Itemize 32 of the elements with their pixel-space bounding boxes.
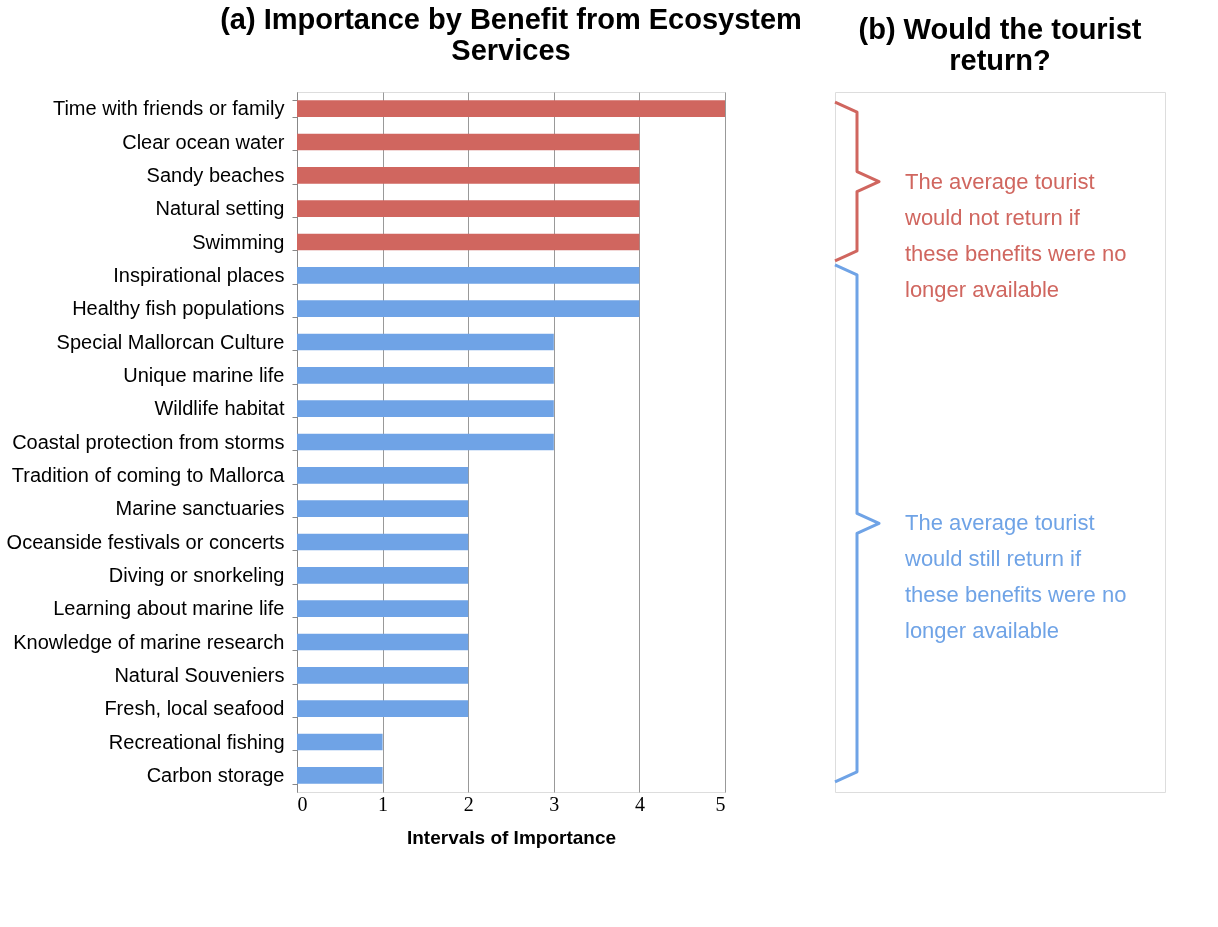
y-tick-label: Inspirational places: [113, 263, 285, 286]
y-tick-label: Time with friends or family: [52, 97, 285, 120]
y-tick-label: Clear ocean water: [122, 130, 285, 153]
x-tick-label: 2: [463, 792, 474, 815]
x-tick-label: 4: [634, 792, 645, 815]
text: The average tourist would still return if these benefits were no longer available: [904, 510, 1127, 644]
text: The average tourist would not return if these benefits were no longer available: [904, 168, 1127, 302]
y-tick-label: Oceanside festivals or concerts: [6, 530, 285, 553]
x-axis-title: Intervals of Importance: [406, 826, 617, 848]
x-tick-label: 0: [297, 792, 308, 815]
text: (b) Would the tourist return?: [858, 13, 1142, 76]
x-tick-label: 3: [549, 792, 560, 815]
y-tick-label: Coastal protection from storms: [12, 430, 285, 453]
y-tick-label: Recreational fishing: [108, 730, 285, 753]
y-tick-label: Marine sanctuaries: [115, 497, 285, 520]
y-tick-label: Tradition of coming to Mallorca: [11, 463, 286, 486]
chart-title: (a) Importance by Benefit from Ecosystem Services: [220, 3, 802, 66]
y-tick-label: Diving or snorkeling: [108, 563, 285, 586]
y-tick-label: Natural setting: [155, 197, 285, 220]
x-tick-label: 5: [715, 792, 726, 815]
y-tick-label: Learning about marine life: [53, 597, 285, 620]
y-tick-label: Natural Souveniers: [114, 663, 285, 686]
y-tick-label: Fresh, local seafood: [104, 697, 285, 720]
y-tick-label: Carbon storage: [146, 763, 285, 786]
y-tick-label: Unique marine life: [123, 363, 285, 386]
y-tick-label: Healthy fish populations: [72, 297, 285, 320]
x-tick-label: 1: [378, 792, 389, 815]
y-tick-label: Knowledge of marine research: [13, 630, 285, 653]
y-tick-label: Wildlife habitat: [154, 397, 285, 420]
y-tick-label: Swimming: [192, 230, 285, 253]
y-tick-label: Sandy beaches: [146, 163, 285, 186]
y-tick-label: Special Mallorcan Culture: [56, 330, 285, 353]
